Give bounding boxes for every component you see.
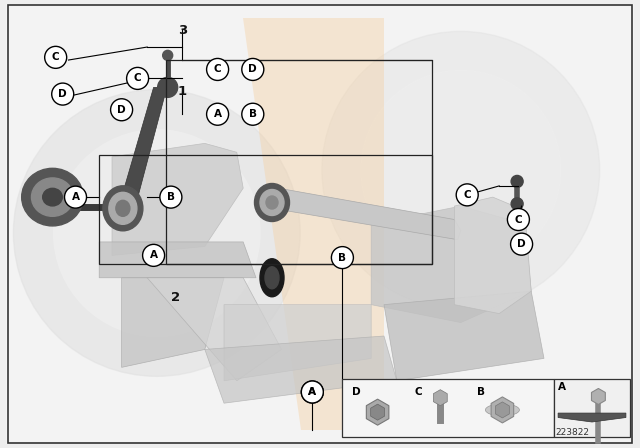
Circle shape — [45, 46, 67, 69]
Text: B: B — [477, 387, 485, 397]
Circle shape — [163, 50, 173, 60]
Text: A: A — [150, 250, 157, 260]
Ellipse shape — [109, 192, 137, 224]
Circle shape — [160, 186, 182, 208]
Circle shape — [361, 70, 561, 270]
Text: A: A — [308, 387, 316, 397]
Circle shape — [65, 186, 86, 208]
Circle shape — [456, 184, 478, 206]
Circle shape — [511, 176, 523, 187]
Ellipse shape — [22, 168, 83, 226]
Ellipse shape — [31, 178, 74, 216]
Ellipse shape — [43, 188, 62, 206]
Circle shape — [511, 233, 532, 255]
Ellipse shape — [255, 184, 289, 221]
Polygon shape — [113, 87, 172, 198]
Polygon shape — [371, 206, 531, 323]
Text: 2: 2 — [172, 291, 180, 305]
Circle shape — [207, 103, 228, 125]
Bar — [342, 379, 554, 437]
Text: 3: 3 — [178, 24, 187, 37]
Circle shape — [52, 83, 74, 105]
Circle shape — [127, 67, 148, 90]
Text: D: D — [58, 89, 67, 99]
Circle shape — [54, 130, 260, 336]
Text: C: C — [463, 190, 471, 200]
Bar — [166, 60, 432, 264]
Polygon shape — [112, 143, 243, 255]
Text: A: A — [308, 387, 316, 397]
Text: C: C — [134, 73, 141, 83]
Circle shape — [207, 58, 228, 81]
Circle shape — [111, 99, 132, 121]
Ellipse shape — [260, 190, 284, 215]
Text: D: D — [517, 239, 526, 249]
Polygon shape — [272, 188, 461, 240]
Circle shape — [242, 58, 264, 81]
Circle shape — [143, 244, 164, 267]
Circle shape — [332, 246, 353, 269]
Ellipse shape — [103, 186, 143, 231]
Polygon shape — [384, 291, 544, 381]
Polygon shape — [99, 242, 256, 278]
Ellipse shape — [485, 404, 520, 416]
Polygon shape — [243, 18, 384, 430]
Text: B: B — [339, 253, 346, 263]
Circle shape — [157, 78, 178, 97]
Text: C: C — [415, 387, 422, 397]
Circle shape — [508, 208, 529, 231]
Text: B: B — [249, 109, 257, 119]
Ellipse shape — [265, 267, 279, 289]
Bar — [554, 379, 630, 437]
Circle shape — [511, 198, 523, 210]
Text: 1: 1 — [178, 85, 187, 99]
Text: B: B — [167, 192, 175, 202]
Text: C: C — [52, 52, 60, 62]
Polygon shape — [122, 278, 224, 367]
Polygon shape — [224, 305, 371, 381]
Text: A: A — [558, 382, 566, 392]
Text: A: A — [214, 109, 221, 119]
Polygon shape — [147, 278, 282, 381]
Polygon shape — [454, 197, 531, 314]
Ellipse shape — [260, 259, 284, 297]
Text: C: C — [515, 215, 522, 224]
Text: 223822: 223822 — [556, 428, 590, 437]
Polygon shape — [558, 413, 626, 422]
Polygon shape — [205, 336, 397, 403]
Circle shape — [301, 381, 323, 403]
Text: C: C — [214, 65, 221, 74]
Bar — [99, 155, 432, 264]
Text: D: D — [248, 65, 257, 74]
Text: D: D — [117, 105, 126, 115]
Circle shape — [322, 31, 600, 309]
Circle shape — [13, 90, 300, 376]
Ellipse shape — [116, 200, 130, 216]
Text: D: D — [351, 387, 360, 397]
Ellipse shape — [266, 196, 278, 209]
Circle shape — [301, 381, 323, 403]
Circle shape — [242, 103, 264, 125]
Text: A: A — [72, 192, 79, 202]
